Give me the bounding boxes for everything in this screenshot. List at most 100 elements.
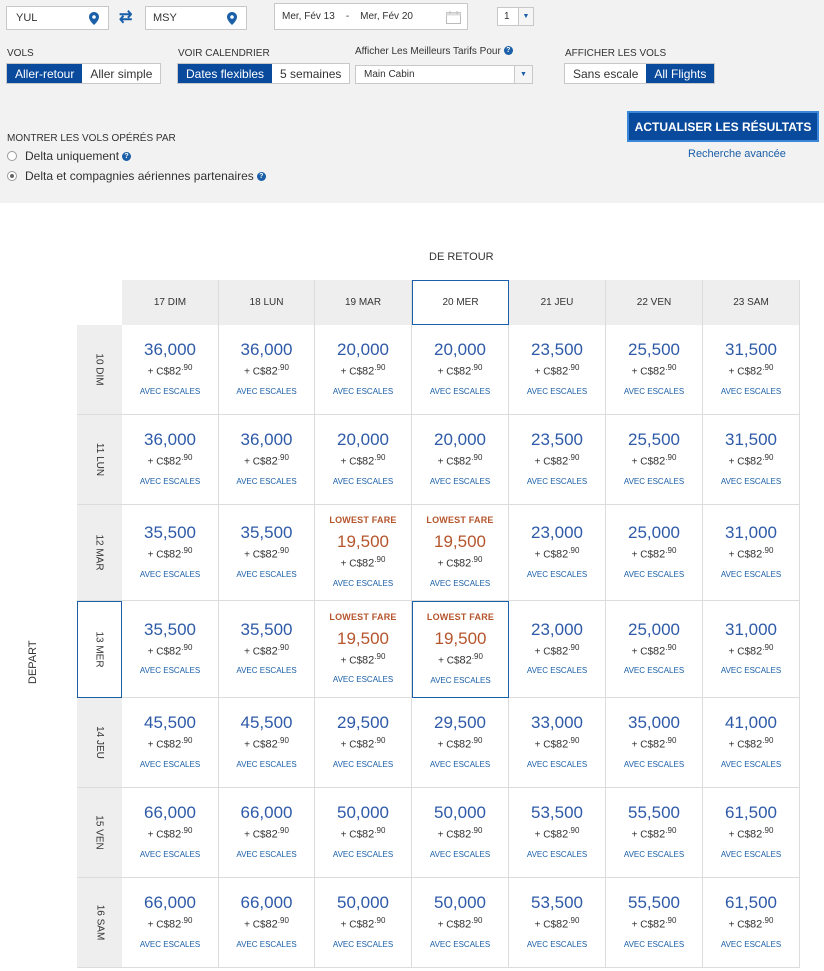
stops-link[interactable]: AVEC ESCALES bbox=[430, 675, 491, 685]
fare-cell[interactable]: 36,000 + C$82.90 AVEC ESCALES bbox=[219, 325, 315, 415]
stops-link[interactable]: AVEC ESCALES bbox=[332, 759, 394, 769]
depart-date-0[interactable]: 10 DIM bbox=[77, 325, 122, 415]
fare-cell[interactable]: 50,000 + C$82.90 AVEC ESCALES bbox=[412, 878, 509, 968]
return-date-6[interactable]: 23 SAM bbox=[703, 280, 800, 325]
stops-link[interactable]: AVEC ESCALES bbox=[236, 939, 297, 949]
return-date-2[interactable]: 19 MAR bbox=[315, 280, 412, 325]
stops-link[interactable]: AVEC ESCALES bbox=[623, 939, 685, 949]
stops-link[interactable]: AVEC ESCALES bbox=[526, 759, 588, 769]
operated-partners[interactable]: Delta et compagnies aériennes partenaire… bbox=[7, 169, 266, 183]
stops-link[interactable]: AVEC ESCALES bbox=[236, 849, 297, 859]
stops-link[interactable]: AVEC ESCALES bbox=[526, 476, 588, 486]
return-date-3[interactable]: 20 MER bbox=[412, 280, 509, 325]
stops-link[interactable]: AVEC ESCALES bbox=[139, 386, 201, 396]
fare-cell[interactable]: LOWEST FARE 19,500 + C$82.90 AVEC ESCALES bbox=[315, 505, 412, 601]
date-range-field[interactable]: Mer, Fév 13 - Mer, Fév 20 bbox=[274, 3, 468, 30]
fare-cell[interactable]: 50,000 + C$82.90 AVEC ESCALES bbox=[315, 878, 412, 968]
stops-link[interactable]: AVEC ESCALES bbox=[720, 476, 782, 486]
return-date-4[interactable]: 21 JEU bbox=[509, 280, 606, 325]
stops-link[interactable]: AVEC ESCALES bbox=[236, 386, 297, 396]
fare-cell[interactable]: 61,500 + C$82.90 AVEC ESCALES bbox=[703, 788, 800, 878]
stops-link[interactable]: AVEC ESCALES bbox=[429, 386, 491, 396]
stops-link[interactable]: AVEC ESCALES bbox=[332, 386, 394, 396]
five-weeks-option[interactable]: 5 semaines bbox=[280, 66, 342, 81]
nonstop-option[interactable]: Sans escale bbox=[573, 66, 639, 81]
fare-cell[interactable]: 66,000 + C$82.90 AVEC ESCALES bbox=[219, 788, 315, 878]
fare-cell[interactable]: 23,500 + C$82.90 AVEC ESCALES bbox=[509, 325, 606, 415]
fare-cell[interactable]: 20,000 + C$82.90 AVEC ESCALES bbox=[315, 415, 412, 505]
fare-cell[interactable]: 20,000 + C$82.90 AVEC ESCALES bbox=[412, 325, 509, 415]
depart-date-5[interactable]: 15 VEN bbox=[77, 788, 122, 878]
fare-cell[interactable]: LOWEST FARE 19,500 + C$82.90 AVEC ESCALES bbox=[315, 601, 412, 698]
fare-cell[interactable]: 35,500 + C$82.90 AVEC ESCALES bbox=[219, 505, 315, 601]
stops-link[interactable]: AVEC ESCALES bbox=[332, 578, 394, 588]
fare-cell[interactable]: 50,000 + C$82.90 AVEC ESCALES bbox=[315, 788, 412, 878]
fare-cell[interactable]: 31,500 + C$82.90 AVEC ESCALES bbox=[703, 325, 800, 415]
fare-cell[interactable]: 66,000 + C$82.90 AVEC ESCALES bbox=[122, 878, 219, 968]
fare-cell[interactable]: 41,000 + C$82.90 AVEC ESCALES bbox=[703, 698, 800, 788]
fare-cell[interactable]: 35,500 + C$82.90 AVEC ESCALES bbox=[122, 505, 219, 601]
stops-link[interactable]: AVEC ESCALES bbox=[526, 666, 588, 676]
stops-link[interactable]: AVEC ESCALES bbox=[139, 569, 201, 579]
fare-cell[interactable]: 25,500 + C$82.90 AVEC ESCALES bbox=[606, 325, 703, 415]
passenger-select[interactable]: 1 ▼ bbox=[497, 7, 534, 26]
stops-link[interactable]: AVEC ESCALES bbox=[332, 476, 394, 486]
fare-class-select[interactable]: Main Cabin ▼ bbox=[355, 65, 533, 84]
origin-field[interactable]: YUL bbox=[6, 6, 109, 30]
fare-cell[interactable]: 25,000 + C$82.90 AVEC ESCALES bbox=[606, 601, 703, 698]
stops-link[interactable]: AVEC ESCALES bbox=[623, 386, 685, 396]
stops-link[interactable]: AVEC ESCALES bbox=[332, 939, 394, 949]
fare-cell[interactable]: 36,000 + C$82.90 AVEC ESCALES bbox=[219, 415, 315, 505]
fare-cell[interactable]: 53,500 + C$82.90 AVEC ESCALES bbox=[509, 878, 606, 968]
stops-link[interactable]: AVEC ESCALES bbox=[720, 849, 782, 859]
fare-cell[interactable]: 55,500 + C$82.90 AVEC ESCALES bbox=[606, 788, 703, 878]
stops-link[interactable]: AVEC ESCALES bbox=[429, 939, 491, 949]
fare-cell[interactable]: 31,000 + C$82.90 AVEC ESCALES bbox=[703, 601, 800, 698]
stops-link[interactable]: AVEC ESCALES bbox=[720, 666, 782, 676]
stops-link[interactable]: AVEC ESCALES bbox=[139, 476, 201, 486]
radio-checked-icon[interactable] bbox=[7, 171, 17, 181]
fare-cell[interactable]: 31,500 + C$82.90 AVEC ESCALES bbox=[703, 415, 800, 505]
fare-cell[interactable]: 36,000 + C$82.90 AVEC ESCALES bbox=[122, 325, 219, 415]
stops-link[interactable]: AVEC ESCALES bbox=[623, 849, 685, 859]
stops-link[interactable]: AVEC ESCALES bbox=[720, 569, 782, 579]
help-icon[interactable]: ? bbox=[503, 46, 513, 55]
stops-link[interactable]: AVEC ESCALES bbox=[236, 476, 297, 486]
stops-link[interactable]: AVEC ESCALES bbox=[236, 666, 297, 676]
return-date-0[interactable]: 17 DIM bbox=[122, 280, 219, 325]
fare-cell[interactable]: 20,000 + C$82.90 AVEC ESCALES bbox=[315, 325, 412, 415]
stops-link[interactable]: AVEC ESCALES bbox=[139, 666, 201, 676]
fare-cell[interactable]: 23,000 + C$82.90 AVEC ESCALES bbox=[509, 505, 606, 601]
stops-link[interactable]: AVEC ESCALES bbox=[429, 759, 491, 769]
fare-cell[interactable]: 45,500 + C$82.90 AVEC ESCALES bbox=[219, 698, 315, 788]
fare-cell[interactable]: 61,500 + C$82.90 AVEC ESCALES bbox=[703, 878, 800, 968]
fare-cell[interactable]: LOWEST FARE 19,500 + C$82.90 AVEC ESCALES bbox=[412, 601, 509, 698]
stops-link[interactable]: AVEC ESCALES bbox=[429, 476, 491, 486]
return-date-1[interactable]: 18 LUN bbox=[219, 280, 315, 325]
stops-link[interactable]: AVEC ESCALES bbox=[139, 939, 201, 949]
fare-cell[interactable]: LOWEST FARE 19,500 + C$82.90 AVEC ESCALES bbox=[412, 505, 509, 601]
return-date-5[interactable]: 22 VEN bbox=[606, 280, 703, 325]
stops-link[interactable]: AVEC ESCALES bbox=[429, 578, 491, 588]
fare-cell[interactable]: 36,000 + C$82.90 AVEC ESCALES bbox=[122, 415, 219, 505]
depart-date-2[interactable]: 12 MAR bbox=[77, 505, 122, 601]
depart-date-6[interactable]: 16 SAM bbox=[77, 878, 122, 968]
fare-cell[interactable]: 31,000 + C$82.90 AVEC ESCALES bbox=[703, 505, 800, 601]
stops-link[interactable]: AVEC ESCALES bbox=[526, 569, 588, 579]
fare-cell[interactable]: 33,000 + C$82.90 AVEC ESCALES bbox=[509, 698, 606, 788]
stops-link[interactable]: AVEC ESCALES bbox=[623, 666, 685, 676]
stops-link[interactable]: AVEC ESCALES bbox=[332, 675, 394, 685]
flexible-dates-option[interactable]: Dates flexibles bbox=[178, 64, 273, 83]
radio-unchecked-icon[interactable] bbox=[7, 151, 17, 161]
fare-cell[interactable]: 66,000 + C$82.90 AVEC ESCALES bbox=[219, 878, 315, 968]
fare-cell[interactable]: 25,500 + C$82.90 AVEC ESCALES bbox=[606, 415, 703, 505]
update-results-button[interactable]: ACTUALISER LES RÉSULTATS bbox=[627, 111, 819, 142]
stops-link[interactable]: AVEC ESCALES bbox=[429, 849, 491, 859]
fare-cell[interactable]: 29,500 + C$82.90 AVEC ESCALES bbox=[315, 698, 412, 788]
fare-cell[interactable]: 25,000 + C$82.90 AVEC ESCALES bbox=[606, 505, 703, 601]
depart-date-3[interactable]: 13 MER bbox=[77, 601, 122, 698]
fare-cell[interactable]: 29,500 + C$82.90 AVEC ESCALES bbox=[412, 698, 509, 788]
advanced-search-link[interactable]: Recherche avancée bbox=[688, 148, 786, 160]
fare-cell[interactable]: 35,500 + C$82.90 AVEC ESCALES bbox=[122, 601, 219, 698]
help-icon[interactable]: ? bbox=[256, 172, 266, 181]
